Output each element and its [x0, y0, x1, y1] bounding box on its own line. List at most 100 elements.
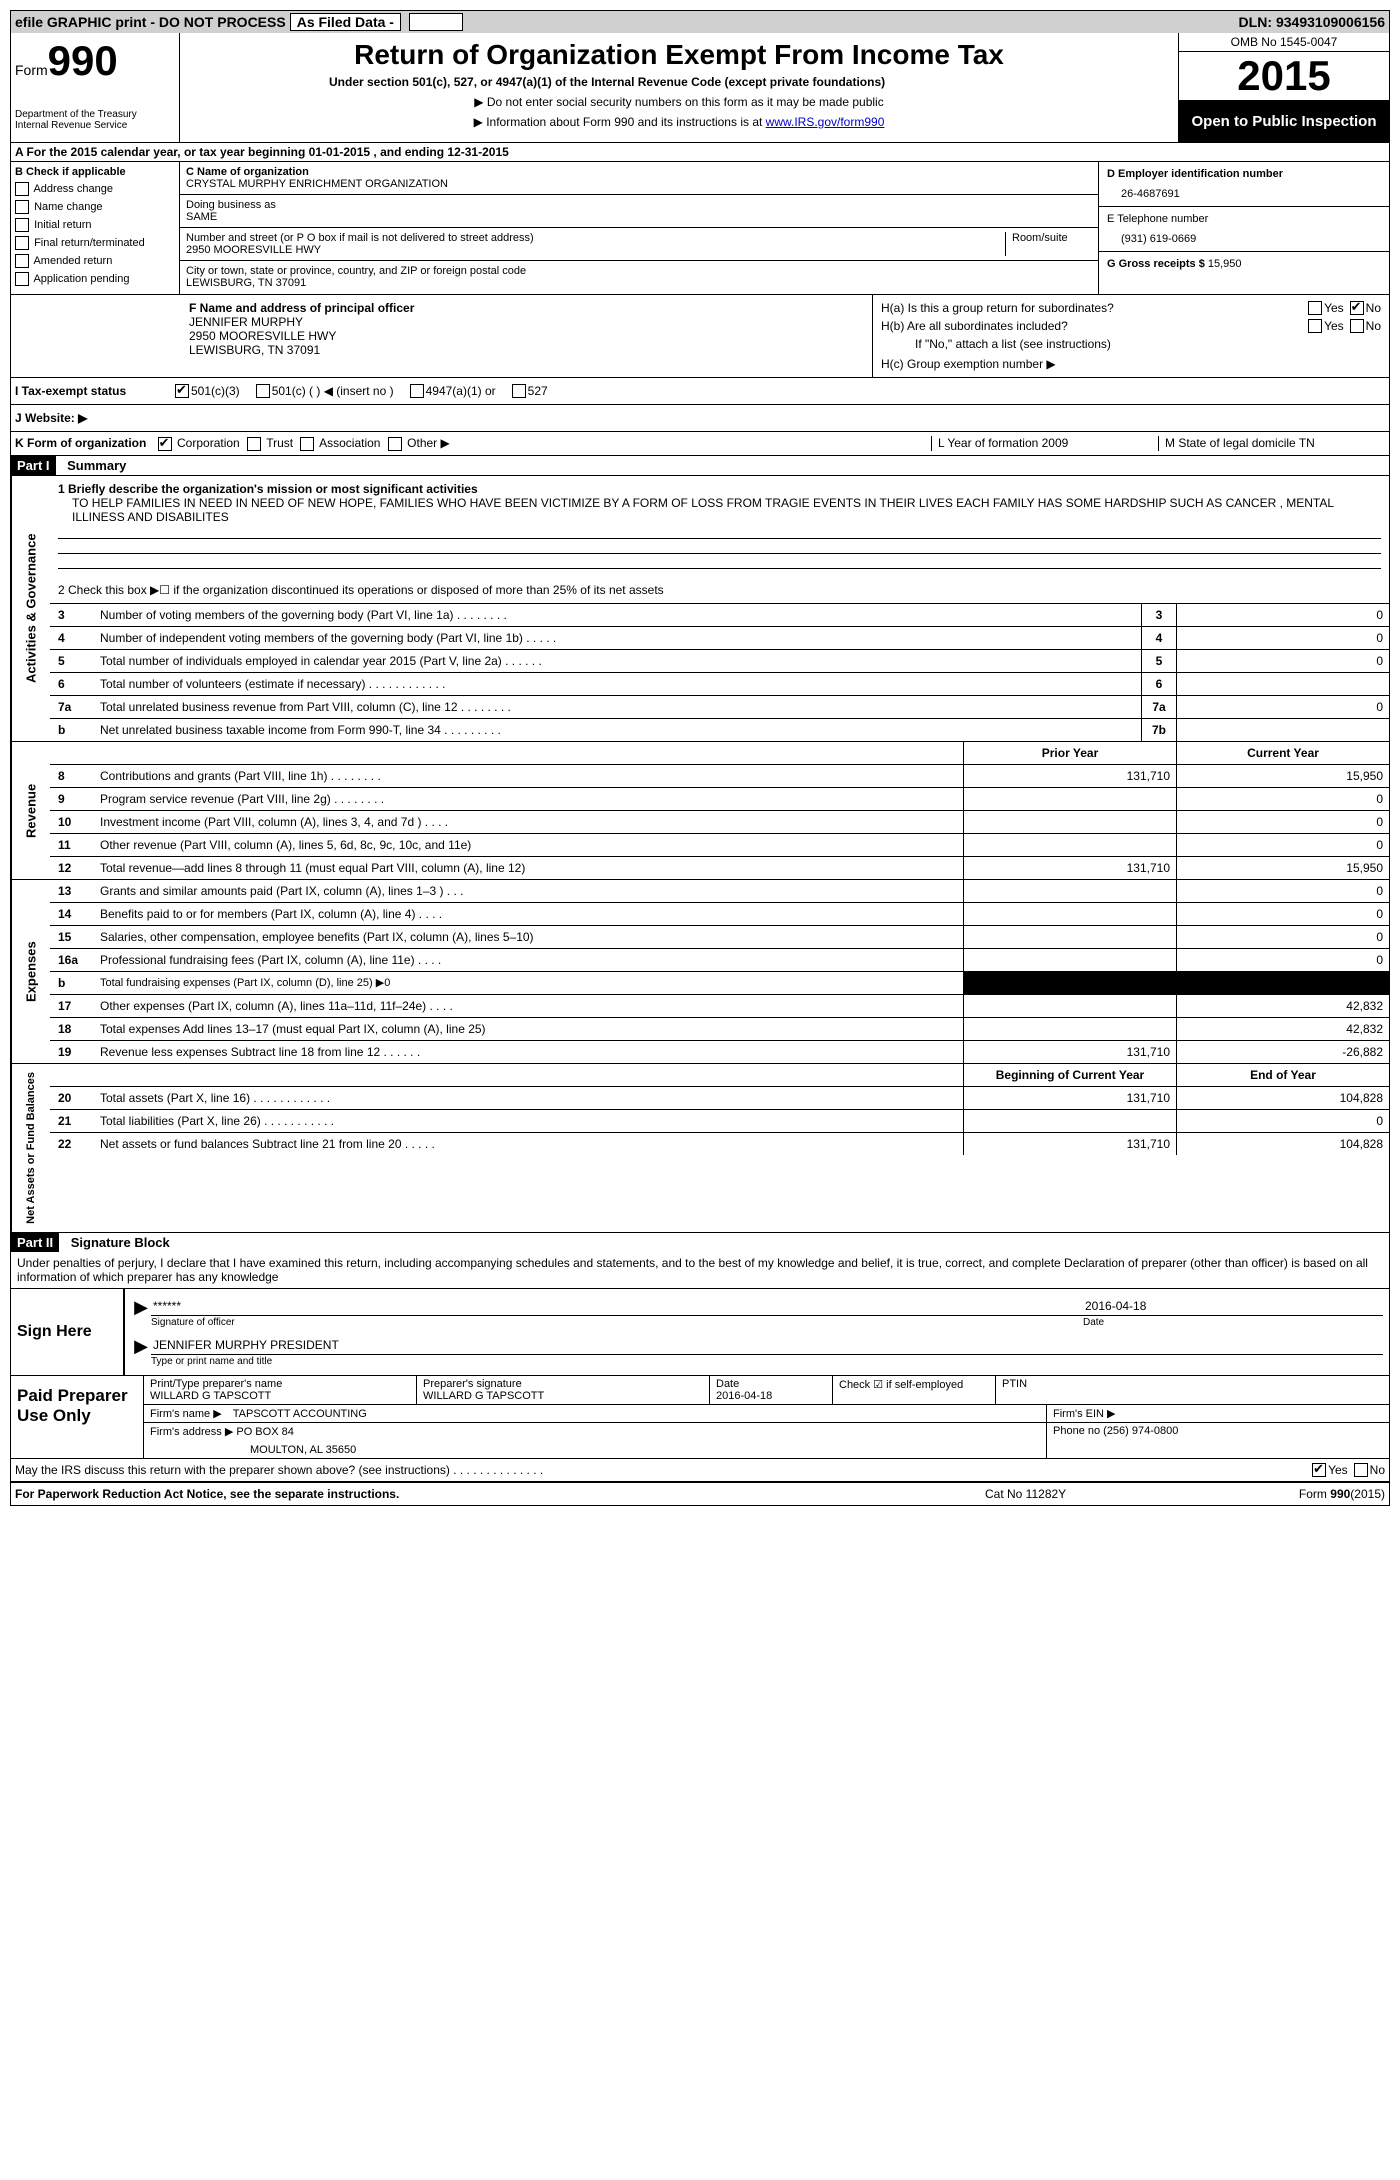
city-value: LEWISBURG, TN 37091	[186, 277, 1092, 289]
row-i-tax-status: I Tax-exempt status 501(c)(3) 501(c) ( )…	[11, 378, 1389, 405]
end-year-header: End of Year	[1176, 1064, 1389, 1086]
phone-label: E Telephone number	[1107, 213, 1381, 225]
dln-label: DLN:	[1239, 14, 1272, 30]
label-net-assets: Net Assets or Fund Balances	[11, 1064, 50, 1232]
label-revenue: Revenue	[11, 742, 50, 879]
form-note-1: ▶ Do not enter social security numbers o…	[190, 95, 1168, 109]
form-title: Return of Organization Exempt From Incom…	[190, 39, 1168, 71]
exp-rows-line-15: 15Salaries, other compensation, employee…	[50, 925, 1389, 948]
rev-rows-line-9: 9Program service revenue (Part VIII, lin…	[50, 787, 1389, 810]
dept-irs: Internal Revenue Service	[15, 120, 175, 131]
part-2-header-row: Part II Signature Block	[11, 1233, 1389, 1252]
gov-row-6: 6Total number of volunteers (estimate if…	[50, 672, 1389, 695]
dba-value: SAME	[186, 211, 1092, 223]
perjury-declaration: Under penalties of perjury, I declare th…	[11, 1252, 1389, 1289]
section-bcd: B Check if applicable Address change Nam…	[11, 162, 1389, 295]
sign-arrow-icon: ▶	[131, 1297, 151, 1328]
gov-row-5: 5Total number of individuals employed in…	[50, 649, 1389, 672]
exp-rows-line-17: 17Other expenses (Part IX, column (A), l…	[50, 994, 1389, 1017]
officer-label: F Name and address of principal officer	[189, 301, 866, 315]
row-j-website: J Website: ▶	[11, 405, 1389, 432]
exp-rows-line-16a: 16aProfessional fundraising fees (Part I…	[50, 948, 1389, 971]
gov-row-4: 4Number of independent voting members of…	[50, 626, 1389, 649]
cb-527[interactable]	[512, 384, 526, 398]
preparer-signature: WILLARD G TAPSCOTT	[423, 1390, 703, 1402]
ein-label: D Employer identification number	[1107, 168, 1381, 180]
printed-name-label: Type or print name and title	[151, 1354, 1383, 1367]
dept-treasury: Department of the Treasury	[15, 109, 175, 120]
tax-year: 2015	[1179, 52, 1389, 101]
exp-rows-line-19: 19Revenue less expenses Subtract line 18…	[50, 1040, 1389, 1063]
cb-501c[interactable]	[256, 384, 270, 398]
cb-ha-yes[interactable]	[1308, 301, 1322, 315]
preparer-name: WILLARD G TAPSCOTT	[150, 1390, 410, 1402]
cb-amended-return[interactable]	[15, 254, 29, 268]
column-d-ein: D Employer identification number 26-4687…	[1098, 162, 1389, 294]
cb-501c3[interactable]	[175, 384, 189, 398]
cb-final-return[interactable]	[15, 236, 29, 250]
revenue-header-row: Prior Year Current Year	[50, 742, 1389, 764]
cb-4947[interactable]	[410, 384, 424, 398]
omb-number: OMB No 1545-0047	[1179, 33, 1389, 52]
cb-ha-no[interactable]	[1350, 301, 1364, 315]
row-klm: K Form of organization Corporation Trust…	[11, 432, 1389, 456]
discuss-row: May the IRS discuss this return with the…	[11, 1459, 1389, 1483]
cb-hb-no[interactable]	[1350, 319, 1364, 333]
net-header-row: Beginning of Current Year End of Year	[50, 1064, 1389, 1086]
net-rows-line-21: 21Total liabilities (Part X, line 26) . …	[50, 1109, 1389, 1132]
open-to-public: Open to Public Inspection	[1179, 101, 1389, 142]
cb-discuss-no[interactable]	[1354, 1463, 1368, 1477]
current-year-header: Current Year	[1176, 742, 1389, 764]
gov-row-7a: 7aTotal unrelated business revenue from …	[50, 695, 1389, 718]
mission-line-2	[58, 553, 1381, 554]
exp-rows-line-18: 18Total expenses Add lines 13–17 (must e…	[50, 1017, 1389, 1040]
cb-trust[interactable]	[247, 437, 261, 451]
preparer-date: 2016-04-18	[716, 1390, 826, 1402]
cb-other[interactable]	[388, 437, 402, 451]
gross-label: G Gross receipts $	[1107, 258, 1205, 270]
rev-rows-line-11: 11Other revenue (Part VIII, column (A), …	[50, 833, 1389, 856]
column-f-officer: F Name and address of principal officer …	[11, 295, 872, 377]
summary-section: Activities & Governance 1 Briefly descri…	[11, 476, 1389, 1233]
sign-here-label: Sign Here	[11, 1289, 123, 1375]
part-1-header-row: Part I Summary	[11, 456, 1389, 476]
header-middle: Return of Organization Exempt From Incom…	[180, 33, 1178, 142]
form-note-2: ▶ Information about Form 990 and its ins…	[190, 115, 1168, 129]
irs-link[interactable]: www.IRS.gov/form990	[766, 115, 885, 129]
bottom-footer: For Paperwork Reduction Act Notice, see …	[11, 1483, 1389, 1505]
cb-initial-return[interactable]	[15, 218, 29, 232]
exp-rows-line-b: bTotal fundraising expenses (Part IX, co…	[50, 971, 1389, 994]
firm-phone: Phone no (256) 974-0800	[1047, 1423, 1389, 1458]
hc-label: H(c) Group exemption number ▶	[881, 357, 1381, 371]
firm-address: PO BOX 84	[236, 1426, 293, 1438]
header-left: Form990 Department of the Treasury Inter…	[11, 33, 180, 142]
firm-city: MOULTON, AL 35650	[150, 1444, 1040, 1456]
officer-name: JENNIFER MURPHY	[189, 315, 866, 329]
blank-box	[409, 13, 463, 31]
cb-application-pending[interactable]	[15, 272, 29, 286]
ha-label: H(a) Is this a group return for subordin…	[881, 301, 1308, 315]
cb-discuss-yes[interactable]	[1312, 1463, 1326, 1477]
part-2-title: Signature Block	[63, 1235, 170, 1250]
line-1-label: 1 Briefly describe the organization's mi…	[58, 482, 1381, 496]
mission-text: TO HELP FAMILIES IN NEED IN NEED OF NEW …	[58, 496, 1381, 524]
cb-hb-yes[interactable]	[1308, 319, 1322, 333]
paid-preparer-section: Paid Preparer Use Only Print/Type prepar…	[11, 1375, 1389, 1459]
gross-value: 15,950	[1208, 258, 1242, 270]
officer-addr2: LEWISBURG, TN 37091	[189, 343, 866, 357]
part-1-title: Summary	[59, 458, 126, 473]
part-1-badge: Part I	[11, 456, 56, 475]
org-name: CRYSTAL MURPHY ENRICHMENT ORGANIZATION	[186, 178, 1092, 190]
dba-label: Doing business as	[186, 199, 1092, 211]
sign-date: 2016-04-18	[1083, 1297, 1383, 1315]
officer-signature: ******	[151, 1297, 1083, 1315]
cb-name-change[interactable]	[15, 200, 29, 214]
cb-corp[interactable]	[158, 437, 172, 451]
firm-name: TAPSCOTT ACCOUNTING	[233, 1408, 367, 1420]
phone-value: (931) 619-0669	[1107, 233, 1381, 245]
dln-value: 93493109006156	[1276, 14, 1385, 30]
net-rows-line-22: 22Net assets or fund balances Subtract l…	[50, 1132, 1389, 1155]
cb-assoc[interactable]	[300, 437, 314, 451]
cb-address-change[interactable]	[15, 182, 29, 196]
self-employed-check: Check ☑ if self-employed	[833, 1376, 996, 1404]
